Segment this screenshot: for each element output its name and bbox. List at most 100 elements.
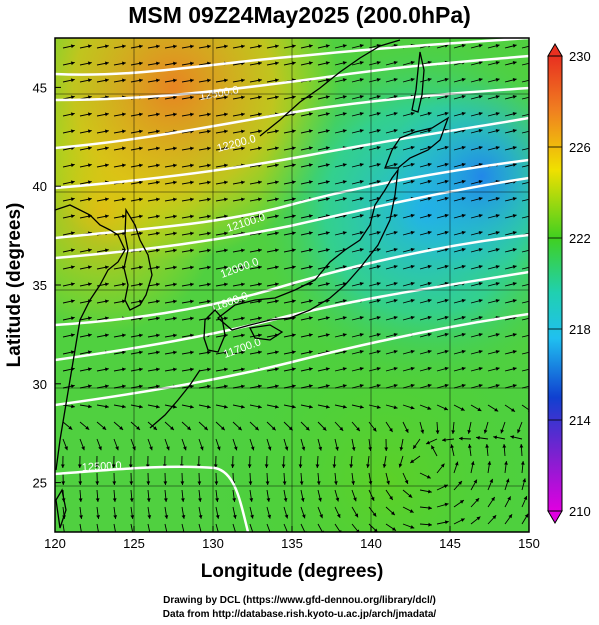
wind-vector-head <box>224 129 228 134</box>
wind-vector-head <box>428 506 432 510</box>
wind-vector-head <box>224 350 228 355</box>
wind-vector-head <box>190 350 194 355</box>
wind-vector-head <box>266 498 271 502</box>
wind-vector-head <box>382 464 387 468</box>
wind-vector-head <box>173 95 177 100</box>
wind-vector-head <box>241 248 245 253</box>
wind-vector-head <box>512 248 517 252</box>
wind-vector-head <box>444 383 449 388</box>
colorbar-min-arrow <box>547 510 563 524</box>
wind-vector <box>317 523 323 532</box>
wind-vector-head <box>308 350 313 355</box>
wind-vector-head <box>190 316 194 321</box>
wind-vector-head <box>495 77 500 82</box>
wind-vector-head <box>281 464 286 468</box>
wind-vector-head <box>325 333 330 337</box>
wind-vector-head <box>392 527 397 531</box>
wind-vector-head <box>460 518 465 522</box>
contour-line <box>55 86 529 150</box>
wind-vector-head <box>410 264 415 269</box>
wind-vector-head <box>426 474 431 479</box>
wind-vector-head <box>393 298 398 303</box>
wind-vector-head <box>335 446 339 451</box>
y-tick-label: 45 <box>33 80 47 95</box>
wind-vector-head <box>173 61 177 66</box>
x-tick-label: 150 <box>518 536 540 551</box>
wind-vector-head <box>427 179 432 184</box>
wind-vector-head <box>274 350 279 355</box>
wind-vector-head <box>325 61 330 65</box>
wind-vector-head <box>336 513 341 518</box>
contour-label: 12500.0 <box>82 460 122 474</box>
wind-vector-head <box>376 145 381 150</box>
wind-vector-head <box>207 214 211 219</box>
wind-vector-head <box>173 265 177 270</box>
wind-vector-head <box>342 129 347 133</box>
wind-vector-head <box>291 146 296 151</box>
wind-vector-head <box>119 426 124 430</box>
wind-vector-head <box>104 44 109 49</box>
contour-line <box>55 158 529 240</box>
wind-vector-head <box>283 497 288 502</box>
wind-vector-head <box>139 44 143 49</box>
wind-vector-head <box>393 366 398 371</box>
wind-vector-head <box>318 446 323 451</box>
wind-vector-head <box>322 426 327 431</box>
wind-vector-head <box>485 444 490 448</box>
wind-vector-head <box>440 463 445 468</box>
wind-vector-head <box>342 163 347 167</box>
wind-vector-head <box>461 43 466 48</box>
wind-vector-head <box>325 112 330 116</box>
wind-vector-head <box>376 128 381 133</box>
wind-vector-head <box>461 77 466 82</box>
wind-vector-head <box>257 265 262 270</box>
wind-vector-head <box>530 180 534 184</box>
wind-vector-head <box>495 60 500 65</box>
wind-vector-head <box>410 281 415 286</box>
wind-vector-head <box>190 197 194 202</box>
wind-vector-head <box>156 384 160 389</box>
wind-vector-head <box>224 180 228 185</box>
wind-vector-head <box>325 95 330 99</box>
wind-vector-head <box>390 511 395 516</box>
wind-vector-head <box>376 298 381 303</box>
wind-vector-head <box>520 461 525 465</box>
wind-vector-head <box>257 384 262 389</box>
wind-vector-head <box>291 44 296 49</box>
wind-vector-head <box>359 129 364 133</box>
wind-vector-head <box>461 383 466 388</box>
wind-vector-head <box>139 299 143 304</box>
wind-vector-head <box>393 128 398 133</box>
coastline-ryukyu <box>149 369 201 429</box>
wind-vector-head <box>130 515 135 519</box>
wind-vector-head <box>409 509 414 513</box>
wind-vector-head <box>393 264 398 269</box>
wind-vector-head <box>70 350 75 355</box>
wind-vector-head <box>459 436 463 441</box>
wind-vector-head <box>495 332 500 337</box>
wind-vector-head <box>250 446 255 451</box>
wind-vector-head <box>241 129 245 134</box>
wind-vector-head <box>156 265 160 270</box>
wind-vector-head <box>351 481 356 485</box>
wind-vector-head <box>274 214 279 219</box>
wind-vector-head <box>308 112 313 117</box>
wind-vector-head <box>163 498 168 502</box>
wind-vector-head <box>376 315 381 320</box>
wind-vector-head <box>214 481 219 485</box>
wind-vector-head <box>487 461 492 465</box>
map-title: MSM 09Z24May2025 (200.0hPa) <box>128 2 471 28</box>
wind-vector-head <box>224 78 228 83</box>
wind-vector-head <box>96 515 100 519</box>
wind-vector-head <box>475 498 480 503</box>
wind-vector <box>181 523 185 532</box>
wind-vector-head <box>183 446 187 451</box>
coastline-china <box>55 204 126 471</box>
wind-vector-head <box>87 61 92 66</box>
wind-vector-head <box>274 197 279 202</box>
wind-vector-head <box>342 78 347 82</box>
wind-vector-head <box>156 367 160 372</box>
wind-vector-head <box>478 43 483 48</box>
wind-vector-head <box>60 464 65 468</box>
wind-vector-head <box>173 248 177 253</box>
